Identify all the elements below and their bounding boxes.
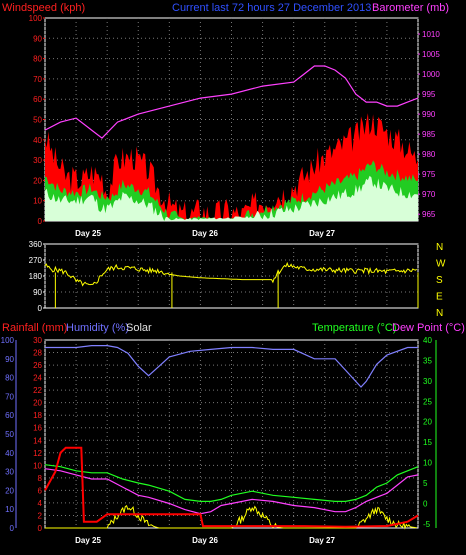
rain-tick-label: 16 bbox=[33, 424, 42, 433]
temperature-tick-label: 35 bbox=[423, 356, 432, 365]
humidity-tick-label: 30 bbox=[5, 468, 14, 477]
current-period-label: Current last 72 hours 27 December 2013 bbox=[172, 2, 371, 14]
temperature-tick-label: 0 bbox=[423, 499, 428, 508]
rain-tick-label: 28 bbox=[33, 349, 42, 358]
barometer-series bbox=[44, 65, 419, 139]
humidity-tick-label: 0 bbox=[10, 524, 15, 533]
rainfall-label: Rainfall (mm) bbox=[2, 322, 67, 334]
windspeed-tick-label: 100 bbox=[29, 14, 43, 23]
wind-day-label: Day 26 bbox=[192, 229, 218, 238]
barometer-tick-label: 970 bbox=[422, 190, 436, 199]
windspeed-tick-label: 30 bbox=[33, 156, 42, 165]
humidity-tick-label: 100 bbox=[1, 336, 15, 345]
compass-letter: E bbox=[436, 292, 443, 303]
dewpoint-label: Dew Point (°C) bbox=[392, 322, 465, 334]
weather-day-label: Day 26 bbox=[192, 536, 218, 545]
temperature-tick-label: 15 bbox=[423, 438, 432, 447]
rain-tick-label: 22 bbox=[33, 386, 42, 395]
rain-tick-label: 30 bbox=[33, 336, 42, 345]
barometer-tick-label: 1005 bbox=[422, 50, 440, 59]
windspeed-tick-label: 40 bbox=[33, 136, 42, 145]
humidity-tick-label: 40 bbox=[5, 449, 14, 458]
dewpoint-series bbox=[44, 468, 419, 515]
humidity-tick-label: 20 bbox=[5, 486, 14, 495]
windspeed-label: Windspeed (kph) bbox=[2, 2, 85, 14]
wind-direction-series bbox=[44, 261, 417, 287]
solar-series bbox=[45, 505, 417, 530]
temperature-tick-label: 25 bbox=[423, 397, 432, 406]
wind-day-label: Day 27 bbox=[309, 229, 335, 238]
barometer-tick-label: 965 bbox=[422, 210, 436, 219]
windspeed-tick-label: 60 bbox=[33, 95, 42, 104]
rain-tick-label: 10 bbox=[33, 461, 42, 470]
humidity-tick-label: 60 bbox=[5, 411, 14, 420]
weather-day-label: Day 27 bbox=[309, 536, 335, 545]
barometer-tick-label: 1000 bbox=[422, 70, 440, 79]
humidity-tick-label: 70 bbox=[5, 392, 14, 401]
rain-tick-label: 4 bbox=[38, 499, 43, 508]
humidity-series bbox=[45, 345, 418, 388]
temperature-series bbox=[44, 464, 419, 502]
temperature-tick-label: 5 bbox=[423, 479, 428, 488]
temperature-tick-label: 30 bbox=[423, 377, 432, 386]
temperature-tick-label: 40 bbox=[423, 336, 432, 345]
rain-tick-label: 14 bbox=[33, 436, 42, 445]
rain-tick-label: 20 bbox=[33, 399, 42, 408]
humidity-tick-label: 90 bbox=[5, 355, 14, 364]
barometer-tick-label: 985 bbox=[422, 130, 436, 139]
rain-tick-label: 12 bbox=[33, 449, 42, 458]
humidity-label: Humidity (%) bbox=[66, 322, 129, 334]
rain-tick-label: 26 bbox=[33, 361, 42, 370]
direction-tick-label: 90 bbox=[33, 288, 42, 297]
wind-barometer-panel: 0 10 20 30 40 50 60 70 80 90 100 965 970 975 980 985 990… bbox=[29, 14, 441, 238]
windspeed-tick-label: 50 bbox=[33, 116, 42, 125]
temperature-label: Temperature (°C) bbox=[312, 322, 396, 334]
compass-letter: S bbox=[436, 275, 443, 286]
rainfall-series bbox=[44, 446, 419, 528]
rain-tick-label: 8 bbox=[38, 474, 43, 483]
rain-humidity-temperature-panel: 0102030405060708090100024681012141618202… bbox=[1, 336, 437, 545]
direction-tick-label: 0 bbox=[38, 304, 43, 313]
solar-label: Solar bbox=[126, 322, 152, 334]
windspeed-tick-label: 0 bbox=[38, 217, 43, 226]
wind-day-label: Day 25 bbox=[75, 229, 101, 238]
windspeed-tick-label: 80 bbox=[33, 55, 42, 64]
barometer-tick-label: 980 bbox=[422, 150, 436, 159]
weather-day-label: Day 25 bbox=[75, 536, 101, 545]
rain-tick-label: 6 bbox=[38, 486, 43, 495]
direction-tick-label: 270 bbox=[29, 256, 43, 265]
compass-letter: N bbox=[436, 242, 443, 253]
barometer-label: Barometer (mb) bbox=[372, 2, 449, 14]
direction-tick-label: 180 bbox=[29, 272, 43, 281]
temperature-tick-label: 20 bbox=[423, 418, 432, 427]
rain-tick-label: 2 bbox=[38, 511, 43, 520]
windspeed-tick-label: 70 bbox=[33, 75, 42, 84]
windspeed-series bbox=[45, 175, 418, 221]
rain-tick-label: 24 bbox=[33, 374, 42, 383]
humidity-tick-label: 10 bbox=[5, 505, 14, 514]
humidity-tick-label: 50 bbox=[5, 430, 14, 439]
rain-tick-label: 18 bbox=[33, 411, 42, 420]
compass-letter: W bbox=[436, 259, 446, 270]
humidity-tick-label: 80 bbox=[5, 374, 14, 383]
barometer-tick-label: 1010 bbox=[422, 30, 440, 39]
windspeed-tick-label: 10 bbox=[33, 197, 42, 206]
temperature-tick-label: -5 bbox=[423, 520, 431, 529]
rain-tick-label: 0 bbox=[38, 524, 43, 533]
barometer-tick-label: 990 bbox=[422, 110, 436, 119]
barometer-tick-label: 975 bbox=[422, 170, 436, 179]
temperature-tick-label: 10 bbox=[423, 459, 432, 468]
direction-tick-label: 360 bbox=[29, 240, 43, 249]
barometer-tick-label: 995 bbox=[422, 90, 436, 99]
windspeed-tick-label: 90 bbox=[33, 34, 42, 43]
windspeed-tick-label: 20 bbox=[33, 176, 42, 185]
compass-letter: N bbox=[436, 308, 443, 319]
